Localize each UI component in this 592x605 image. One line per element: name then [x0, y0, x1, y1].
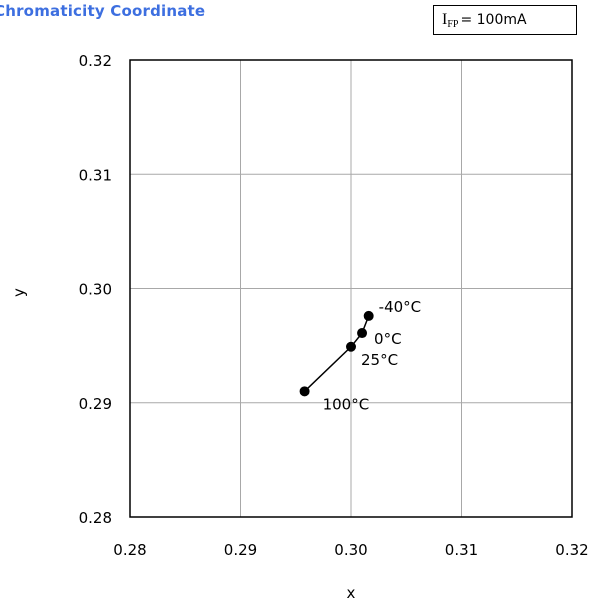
x-tick-label: 0.31: [445, 541, 478, 559]
y-tick-label: 0.32: [79, 52, 112, 70]
tick-labels: 0.28 0.29 0.30 0.31 0.32 0.28 0.29 0.30 0.31 0.32: [79, 52, 589, 559]
data-point: [363, 310, 374, 321]
chart-title: Chromaticity Coordinate: [0, 2, 206, 20]
data-label: 25°C: [361, 351, 398, 369]
condition-value: = 100mA: [460, 12, 527, 28]
data-point: [299, 386, 310, 397]
y-tick-label: 0.30: [79, 281, 112, 299]
x-axis-label: x: [347, 584, 356, 602]
y-tick-label: 0.28: [79, 509, 112, 527]
data-labels: -40°C 0°C 25°C 100°C: [323, 298, 422, 413]
data-point: [346, 341, 356, 352]
y-axis-label: y: [10, 288, 28, 297]
y-tick-label: 0.31: [79, 166, 112, 184]
series-line: [304, 315, 370, 392]
data-label: -40°C: [379, 298, 421, 316]
data-points: [299, 310, 374, 397]
condition-box: IFP = 100mA: [433, 5, 577, 35]
plot-frame: [129, 59, 573, 518]
y-tick-label: 0.29: [79, 395, 112, 413]
data-point: [357, 328, 368, 339]
condition-subscript: FP: [447, 19, 459, 30]
x-tick-label: 0.30: [334, 541, 367, 559]
data-label: 100°C: [323, 395, 370, 413]
data-label: 0°C: [374, 330, 402, 348]
condition-symbol: I: [442, 11, 448, 28]
x-tick-label: 0.29: [224, 541, 257, 559]
x-tick-label: 0.32: [555, 541, 588, 559]
x-tick-label: 0.28: [113, 541, 146, 559]
grid-lines: [130, 60, 572, 517]
